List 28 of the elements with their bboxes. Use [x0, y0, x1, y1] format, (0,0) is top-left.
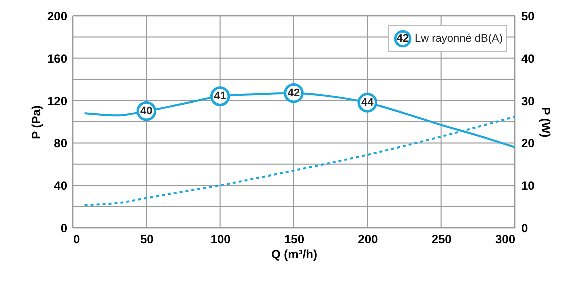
- y-tick-label: 120: [47, 94, 68, 108]
- x-tick-label: 250: [432, 232, 452, 246]
- y-tick-label: 160: [47, 52, 68, 66]
- x-tick-label: 100: [210, 232, 232, 246]
- annotation: 42: [396, 33, 410, 45]
- x-tick-label: 0: [74, 232, 80, 246]
- legend-label: Lw rayonné dB(A): [415, 33, 504, 45]
- y-tick-label: 80: [54, 136, 68, 151]
- y2-tick-label: 30: [522, 94, 536, 108]
- annotation: 41: [214, 90, 226, 103]
- y2-tick-label: 0: [522, 222, 528, 236]
- x-tick-label: 50: [140, 232, 154, 246]
- x-axis-title: Q (m³/h): [272, 248, 318, 262]
- x-tick-label: 200: [358, 232, 378, 246]
- y2-tick-label: 40: [522, 52, 536, 66]
- y2-tick-label: 20: [522, 136, 536, 151]
- y-tick-label: 0: [60, 222, 68, 236]
- x-tick-label: 300: [495, 232, 516, 246]
- annotation: 42: [288, 87, 300, 100]
- y2-tick-label: 50: [522, 10, 536, 24]
- annotation: 44: [362, 96, 375, 109]
- y2-axis-title: P (W): [538, 107, 553, 138]
- x-tick-label: 150: [284, 232, 305, 246]
- y-tick-label: 40: [54, 179, 68, 194]
- y-axis-title: P (Pa): [29, 106, 44, 140]
- annotation: 40: [140, 105, 153, 118]
- y2-tick-label: 10: [522, 179, 536, 194]
- y-tick-label: 200: [47, 10, 68, 24]
